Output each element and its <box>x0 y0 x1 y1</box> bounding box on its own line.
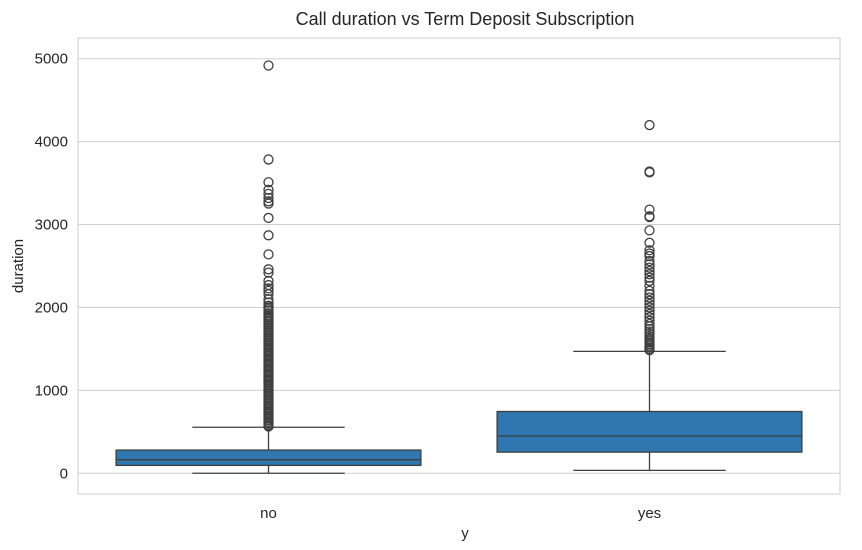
y-tick-label: 1000 <box>35 382 68 399</box>
y-axis-title: duration <box>10 239 27 293</box>
y-tick-label: 0 <box>60 465 68 482</box>
outlier-point <box>264 213 273 222</box>
outlier-point <box>645 226 654 235</box>
y-tick-label: 4000 <box>35 134 68 151</box>
chart-title: Call duration vs Term Deposit Subscripti… <box>296 9 635 29</box>
x-axis-title: y <box>461 525 469 542</box>
x-tick-labels: no yes <box>260 505 661 522</box>
box-no <box>116 450 421 465</box>
box-yes <box>497 412 802 453</box>
y-tick-label: 5000 <box>35 51 68 68</box>
y-tick-label: 2000 <box>35 299 68 316</box>
outlier-point <box>264 155 273 164</box>
box-series <box>116 61 802 473</box>
outlier-point <box>645 121 654 130</box>
y-tick-label: 3000 <box>35 217 68 234</box>
y-tick-labels: 0 1000 2000 3000 4000 5000 <box>35 51 68 483</box>
x-tick-label: yes <box>638 505 661 522</box>
outlier-point <box>264 231 273 240</box>
outlier-point <box>264 250 273 259</box>
outlier-point <box>264 61 273 70</box>
x-tick-label: no <box>260 505 277 522</box>
